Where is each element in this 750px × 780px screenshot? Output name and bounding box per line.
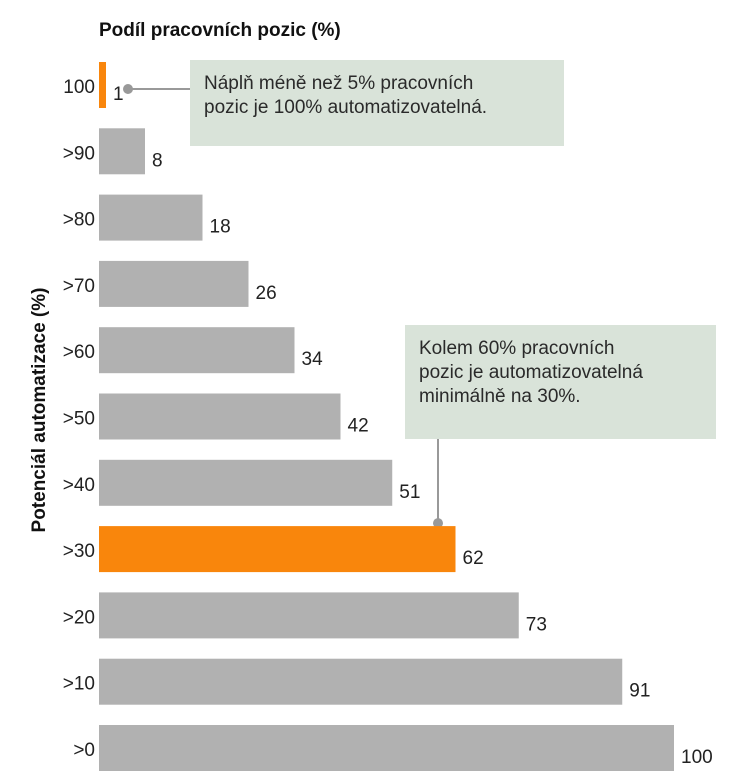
bar-3: [99, 260, 249, 307]
tick-label-9: >10: [63, 674, 95, 695]
value-label-1: 8: [152, 150, 163, 171]
bar-0: [99, 62, 106, 108]
annotation-dot-30: [433, 518, 443, 529]
tick-label-7: >30: [63, 541, 95, 562]
bar-2: [99, 194, 203, 241]
chart-title: Podíl pracovních pozic (%): [99, 20, 341, 41]
bar-1: [99, 128, 145, 175]
annotation-box-100: Náplň méně než 5% pracovních pozic je 10…: [190, 60, 564, 146]
tick-label-8: >20: [63, 607, 95, 628]
category-ticks: 100 >90 >80 >70 >60 >50 >40 >30 >20 >10 >0: [63, 77, 95, 761]
value-label-6: 51: [399, 482, 420, 503]
value-label-10: 100: [681, 747, 713, 768]
bars-group: [99, 62, 674, 771]
bar-4: [99, 327, 295, 374]
value-label-9: 91: [629, 681, 650, 702]
tick-label-2: >80: [63, 210, 95, 231]
annotation-dot-100: [123, 84, 133, 94]
value-label-2: 18: [210, 217, 231, 238]
tick-label-5: >50: [63, 409, 95, 430]
value-label-7: 62: [463, 548, 484, 569]
tick-label-0: 100: [63, 77, 95, 98]
bar-7: [99, 526, 456, 573]
tick-label-1: >90: [63, 143, 95, 164]
annotation-leaders: [123, 84, 443, 529]
tick-label-10: >0: [73, 740, 95, 761]
value-label-0: 1: [113, 84, 124, 105]
bar-6: [99, 459, 393, 506]
value-label-8: 73: [526, 614, 547, 635]
bar-10: [99, 725, 674, 771]
tick-label-3: >70: [63, 276, 95, 297]
bar-9: [99, 658, 623, 705]
value-label-4: 34: [302, 349, 324, 370]
value-label-5: 42: [348, 416, 369, 437]
tick-label-6: >40: [63, 475, 95, 496]
y-axis-label: Potenciál automatizace (%): [29, 288, 50, 533]
bar-5: [99, 393, 341, 440]
bar-8: [99, 592, 519, 639]
value-label-3: 26: [256, 283, 277, 304]
annotation-box-30: Kolem 60% pracovních pozic je automatizo…: [405, 325, 716, 439]
tick-label-4: >60: [63, 342, 95, 363]
